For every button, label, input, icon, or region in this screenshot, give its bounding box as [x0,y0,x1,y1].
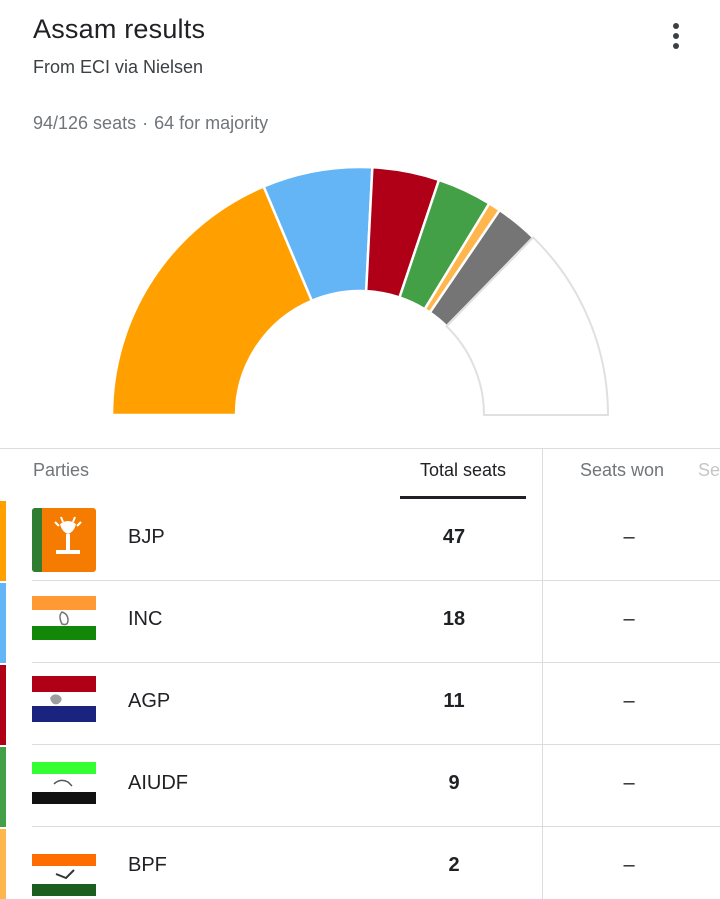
row-divider [32,826,720,827]
party-color-bar [0,665,6,745]
row-divider [32,580,720,581]
seat-slice-bjp[interactable] [110,184,314,417]
table-row[interactable]: INC 18 – [0,582,720,664]
more-vert-icon[interactable] [660,18,692,54]
source-subtitle: From ECI via Nielsen [33,57,204,77]
agp-flag-icon [32,672,96,736]
total-seats-value: 2 [448,854,460,876]
table-row[interactable]: AGP 11 – [0,664,720,746]
table-top-divider [0,448,720,449]
total-seats-value: 9 [448,772,460,794]
seat-distribution-chart [110,165,610,417]
seats-counted: 94/126 seats [33,113,137,133]
column-header-truncated[interactable]: Se [698,460,720,480]
column-header-seats-won[interactable]: Seats won [579,460,665,480]
seat-summary: 94/126 seats · 64 for majority [33,113,268,134]
header: Assam results [33,14,205,45]
table-row[interactable]: BJP 47 – [0,500,720,582]
total-seats-value: 47 [442,526,466,548]
seats-won-value: – [623,772,635,794]
seats-won-value: – [623,690,635,712]
party-name: BPF [128,854,167,876]
column-header-total-seats[interactable]: Total seats [419,460,507,480]
row-divider [32,662,720,663]
seats-won-value: – [623,526,635,548]
party-color-bar [0,583,6,663]
inc-flag-icon [32,590,96,654]
table-row[interactable]: AIUDF 9 – [0,746,720,828]
party-color-bar [0,747,6,827]
party-color-bar [0,829,6,899]
total-seats-value: 18 [442,608,466,630]
party-name: AGP [128,690,171,712]
column-divider [542,449,543,899]
party-name: BJP [128,526,165,548]
seat-slice-undeclared[interactable] [445,236,610,416]
bpf-flag-icon [32,836,96,899]
column-header-parties[interactable]: Parties [33,460,90,480]
active-column-indicator [400,496,526,499]
bjp-flag-icon [32,508,96,572]
party-name: AIUDF [128,772,188,794]
aiudf-flag-icon [32,754,96,818]
seats-won-value: – [623,608,635,630]
seats-won-value: – [623,854,635,876]
row-divider [32,744,720,745]
table-row[interactable]: BPF 2 – [0,828,720,899]
majority-threshold: 64 for majority [154,113,269,133]
party-name: INC [128,608,163,630]
summary-separator: · [142,113,149,133]
page-title: Assam results [33,14,206,44]
party-color-bar [0,501,6,581]
total-seats-value: 11 [443,690,465,712]
